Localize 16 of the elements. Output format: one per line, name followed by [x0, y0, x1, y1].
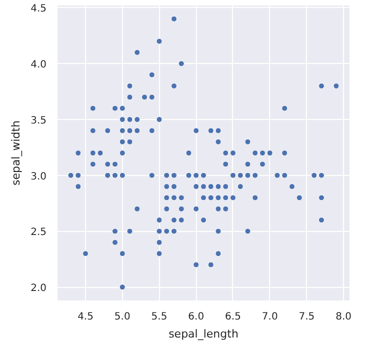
y-tick-label: 3.0 [30, 171, 47, 182]
y-axis-title: sepal_width [10, 120, 23, 186]
y-tick-label: 4.0 [30, 60, 47, 71]
x-tick-label: 8.0 [336, 312, 352, 322]
x-tick-label: 6.0 [188, 312, 204, 322]
x-tick-label: 7.0 [262, 312, 278, 322]
y-tick-label: 2.5 [30, 227, 47, 238]
x-axis-title: sepal_length [168, 328, 238, 340]
x-tick-label: 7.5 [298, 312, 315, 322]
y-tick-label: 2.0 [30, 283, 47, 294]
y-tick-label: 4.5 [30, 4, 47, 15]
x-tick-label: 4.5 [78, 312, 94, 322]
y-tick-label: 3.5 [30, 115, 47, 126]
x-tick-label: 5.5 [151, 312, 168, 322]
x-tick-label: 6.5 [225, 312, 241, 322]
x-tick-label: 5.0 [114, 312, 130, 322]
